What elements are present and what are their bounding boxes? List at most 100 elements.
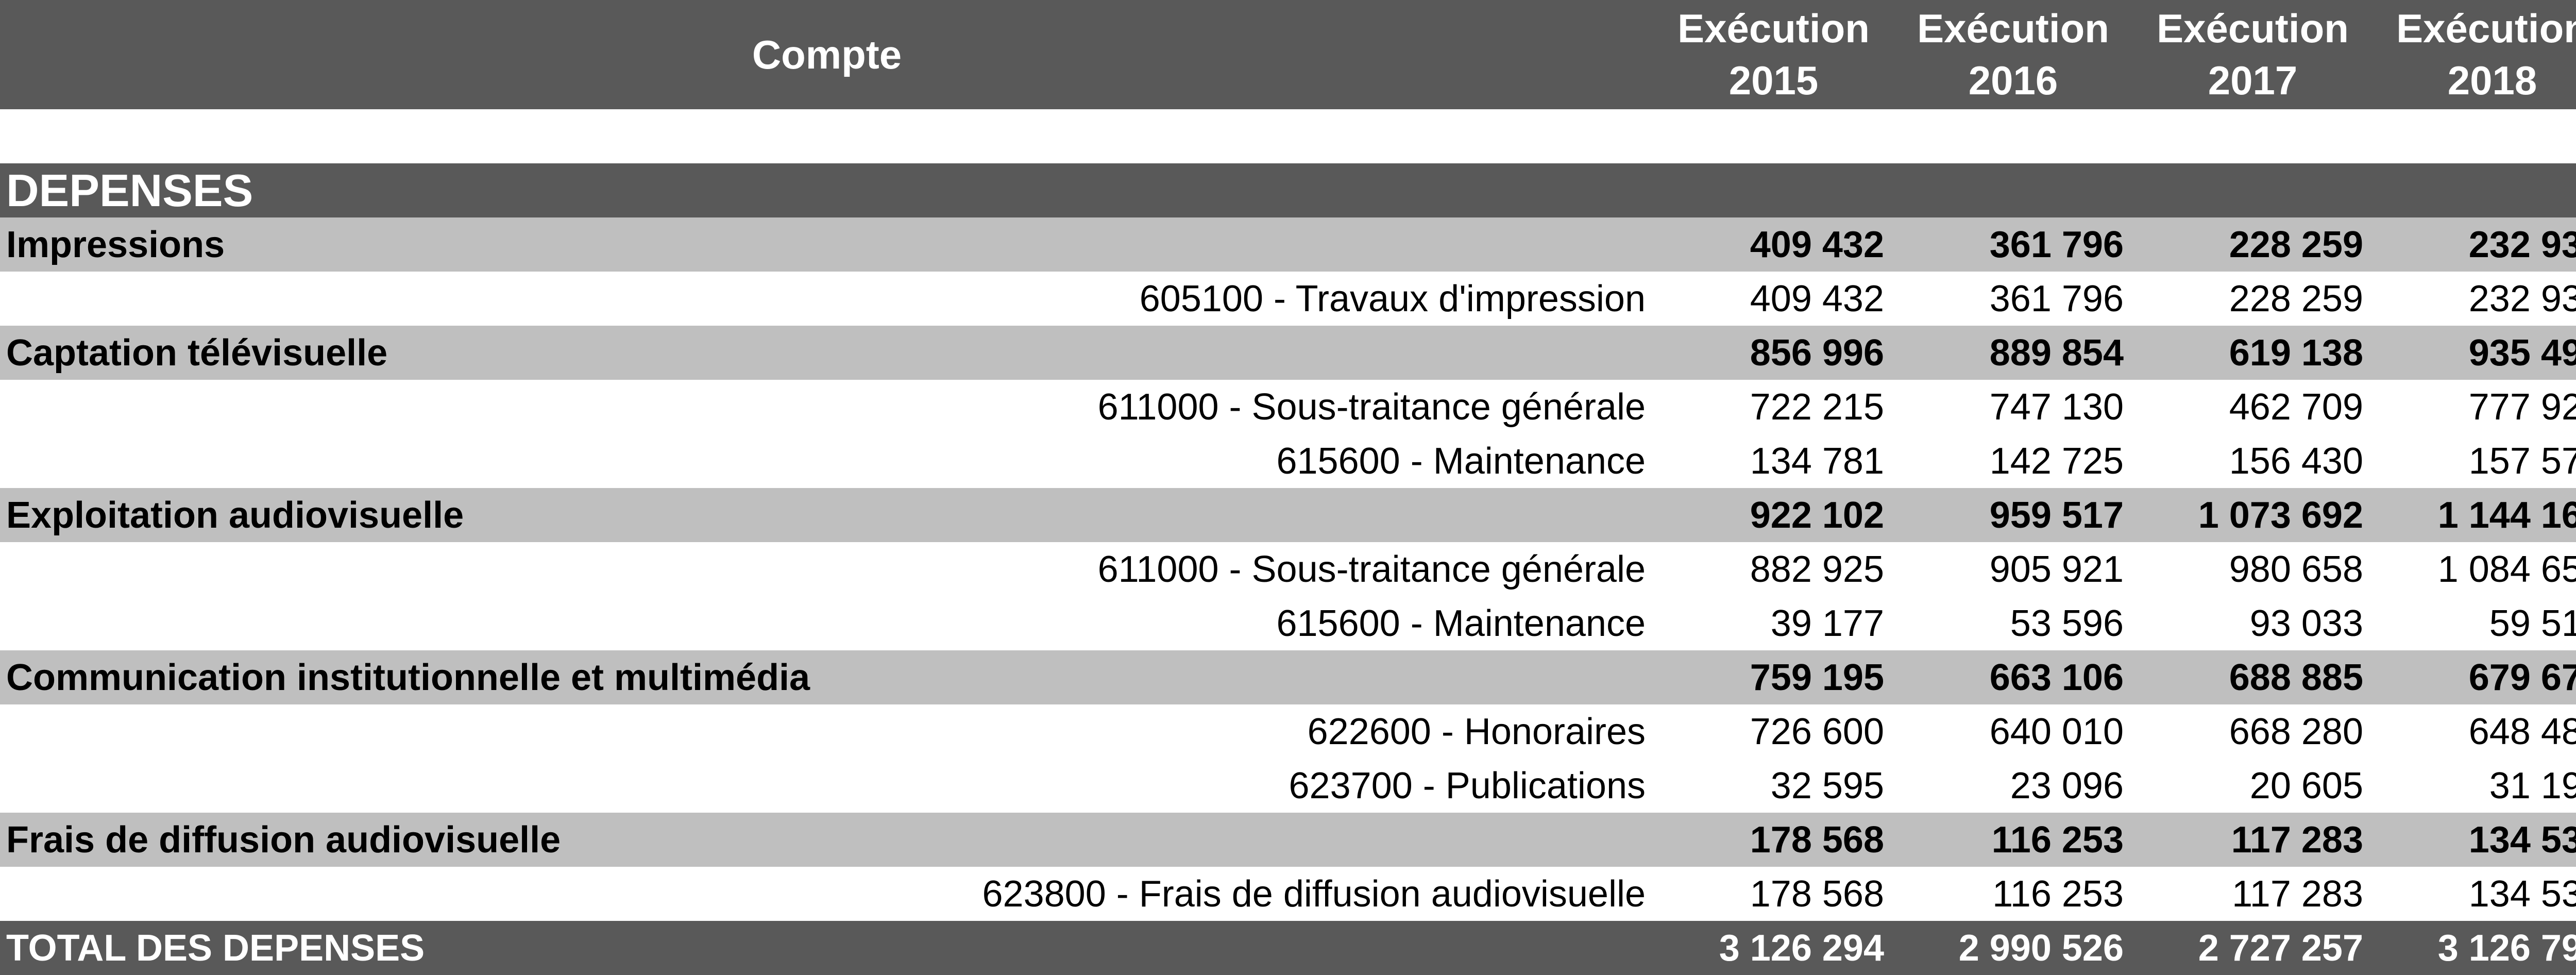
header-execution-2016: Exécution 2016	[1893, 0, 2133, 109]
category-row-captation-televisuelle: Captation télévisuelle 856 996 889 854 6…	[0, 326, 2576, 380]
value-2015: 3 126 294	[1719, 927, 1884, 969]
account-label: 622600 - Honoraires	[1307, 711, 1646, 752]
category-label: Frais de diffusion audiovisuelle	[6, 819, 561, 861]
category-label: Communication institutionnelle et multim…	[6, 657, 810, 698]
value-2018: 157 571	[2468, 440, 2576, 482]
header-compte: Compte	[752, 31, 902, 77]
header-execution-2018: Exécution 2018	[2372, 0, 2576, 109]
value-2018: 679 673	[2468, 657, 2576, 698]
value-2016: 640 010	[1989, 711, 2124, 752]
value-2016: 53 596	[2010, 602, 2124, 644]
value-2015: 722 215	[1750, 386, 1884, 428]
value-2017: 228 259	[2229, 278, 2363, 320]
value-2016: 23 096	[2010, 765, 2124, 806]
total-row-depenses: TOTAL DES DEPENSES 3 126 294 2 990 526 2…	[0, 921, 2576, 975]
value-2015: 409 432	[1750, 224, 1884, 265]
value-2018: 31 193	[2489, 765, 2576, 806]
value-2016: 361 796	[1989, 224, 2124, 265]
value-2018: 1 084 650	[2437, 548, 2576, 590]
value-2017: 117 283	[2231, 819, 2363, 861]
detail-row-605100: 605100 - Travaux d'impression 409 432 36…	[0, 272, 2576, 326]
value-2018: 134 538	[2468, 819, 2576, 861]
value-2015: 39 177	[1770, 602, 1884, 644]
value-2016: 747 130	[1989, 386, 2124, 428]
account-label: 611000 - Sous-traitance générale	[1097, 548, 1646, 590]
category-label: Exploitation audiovisuelle	[6, 494, 464, 536]
value-2016: 116 253	[1992, 873, 2124, 915]
account-label: 605100 - Travaux d'impression	[1139, 278, 1646, 320]
execution-label: Exécution	[1677, 5, 1870, 51]
detail-row-615600-captation: 615600 - Maintenance 134 781 142 725 156…	[0, 434, 2576, 488]
value-2015: 759 195	[1750, 657, 1884, 698]
value-2018: 232 937	[2468, 224, 2576, 265]
value-2017: 1 073 692	[2198, 494, 2363, 536]
value-2017: 668 280	[2229, 711, 2363, 752]
year-label: 2016	[1968, 58, 2058, 103]
category-row-impressions: Impressions 409 432 361 796 228 259 232 …	[0, 217, 2576, 272]
value-2015: 726 600	[1750, 711, 1884, 752]
category-row-communication-institutionnelle: Communication institutionnelle et multim…	[0, 650, 2576, 704]
value-2017: 980 658	[2229, 548, 2363, 590]
header-execution-2015: Exécution 2015	[1654, 0, 1893, 109]
value-2016: 959 517	[1989, 494, 2124, 536]
account-label: 615600 - Maintenance	[1276, 602, 1646, 644]
category-label: Impressions	[6, 224, 225, 265]
value-2015: 178 568	[1750, 819, 1884, 861]
detail-row-623800: 623800 - Frais de diffusion audiovisuell…	[0, 867, 2576, 921]
value-2016: 116 253	[1991, 819, 2124, 861]
value-2015: 134 781	[1750, 440, 1884, 482]
value-2017: 462 709	[2229, 386, 2363, 428]
value-2015: 409 432	[1750, 278, 1884, 320]
value-2018: 1 144 160	[2437, 494, 2576, 536]
category-label: Captation télévisuelle	[6, 332, 388, 374]
value-2016: 889 854	[1989, 332, 2124, 374]
value-2018: 648 480	[2468, 711, 2576, 752]
value-2017: 20 605	[2249, 765, 2363, 806]
value-2017: 93 033	[2249, 602, 2363, 644]
year-label: 2018	[2447, 58, 2537, 103]
detail-row-611000-exploitation: 611000 - Sous-traitance générale 882 925…	[0, 542, 2576, 596]
value-2017: 2 727 257	[2198, 927, 2363, 969]
total-label: TOTAL DES DEPENSES	[6, 927, 425, 969]
value-2018: 3 126 798	[2437, 927, 2576, 969]
value-2017: 688 885	[2229, 657, 2363, 698]
value-2018: 777 920	[2468, 386, 2576, 428]
value-2017: 228 259	[2229, 224, 2363, 265]
value-2017: 117 283	[2232, 873, 2363, 915]
value-2015: 922 102	[1750, 494, 1884, 536]
detail-row-623700: 623700 - Publications 32 595 23 096 20 6…	[0, 759, 2576, 813]
execution-label: Exécution	[2396, 5, 2576, 51]
value-2018: 232 937	[2468, 278, 2576, 320]
value-2016: 663 106	[1989, 657, 2124, 698]
table-header-row: Compte Exécution 2015 Exécution 2016 Exé…	[0, 0, 2576, 109]
value-2018: 134 538	[2468, 873, 2576, 915]
section-label: DEPENSES	[6, 164, 253, 216]
account-label: 615600 - Maintenance	[1276, 440, 1646, 482]
detail-row-615600-exploitation: 615600 - Maintenance 39 177 53 596 93 03…	[0, 596, 2576, 650]
value-2018: 59 510	[2489, 602, 2576, 644]
value-2017: 619 138	[2229, 332, 2363, 374]
value-2015: 178 568	[1750, 873, 1884, 915]
value-2015: 882 925	[1750, 548, 1884, 590]
spacer-row	[0, 109, 2576, 163]
year-label: 2017	[2208, 58, 2298, 103]
category-row-frais-diffusion: Frais de diffusion audiovisuelle 178 568…	[0, 813, 2576, 867]
detail-row-611000-captation: 611000 - Sous-traitance générale 722 215…	[0, 380, 2576, 434]
value-2016: 905 921	[1989, 548, 2124, 590]
detail-row-622600: 622600 - Honoraires 726 600 640 010 668 …	[0, 704, 2576, 759]
account-label: 623800 - Frais de diffusion audiovisuell…	[982, 873, 1646, 915]
account-label: 623700 - Publications	[1289, 765, 1646, 806]
value-2016: 2 990 526	[1958, 927, 2124, 969]
account-label: 611000 - Sous-traitance générale	[1097, 386, 1646, 428]
value-2016: 361 796	[1989, 278, 2124, 320]
value-2015: 856 996	[1750, 332, 1884, 374]
category-row-exploitation-audiovisuelle: Exploitation audiovisuelle 922 102 959 5…	[0, 488, 2576, 542]
header-execution-2017: Exécution 2017	[2133, 0, 2372, 109]
year-label: 2015	[1728, 58, 1819, 103]
value-2017: 156 430	[2229, 440, 2363, 482]
value-2018: 935 490	[2468, 332, 2576, 374]
section-row-depenses: DEPENSES	[0, 163, 2576, 217]
execution-label: Exécution	[1917, 5, 2109, 51]
value-2016: 142 725	[1989, 440, 2124, 482]
